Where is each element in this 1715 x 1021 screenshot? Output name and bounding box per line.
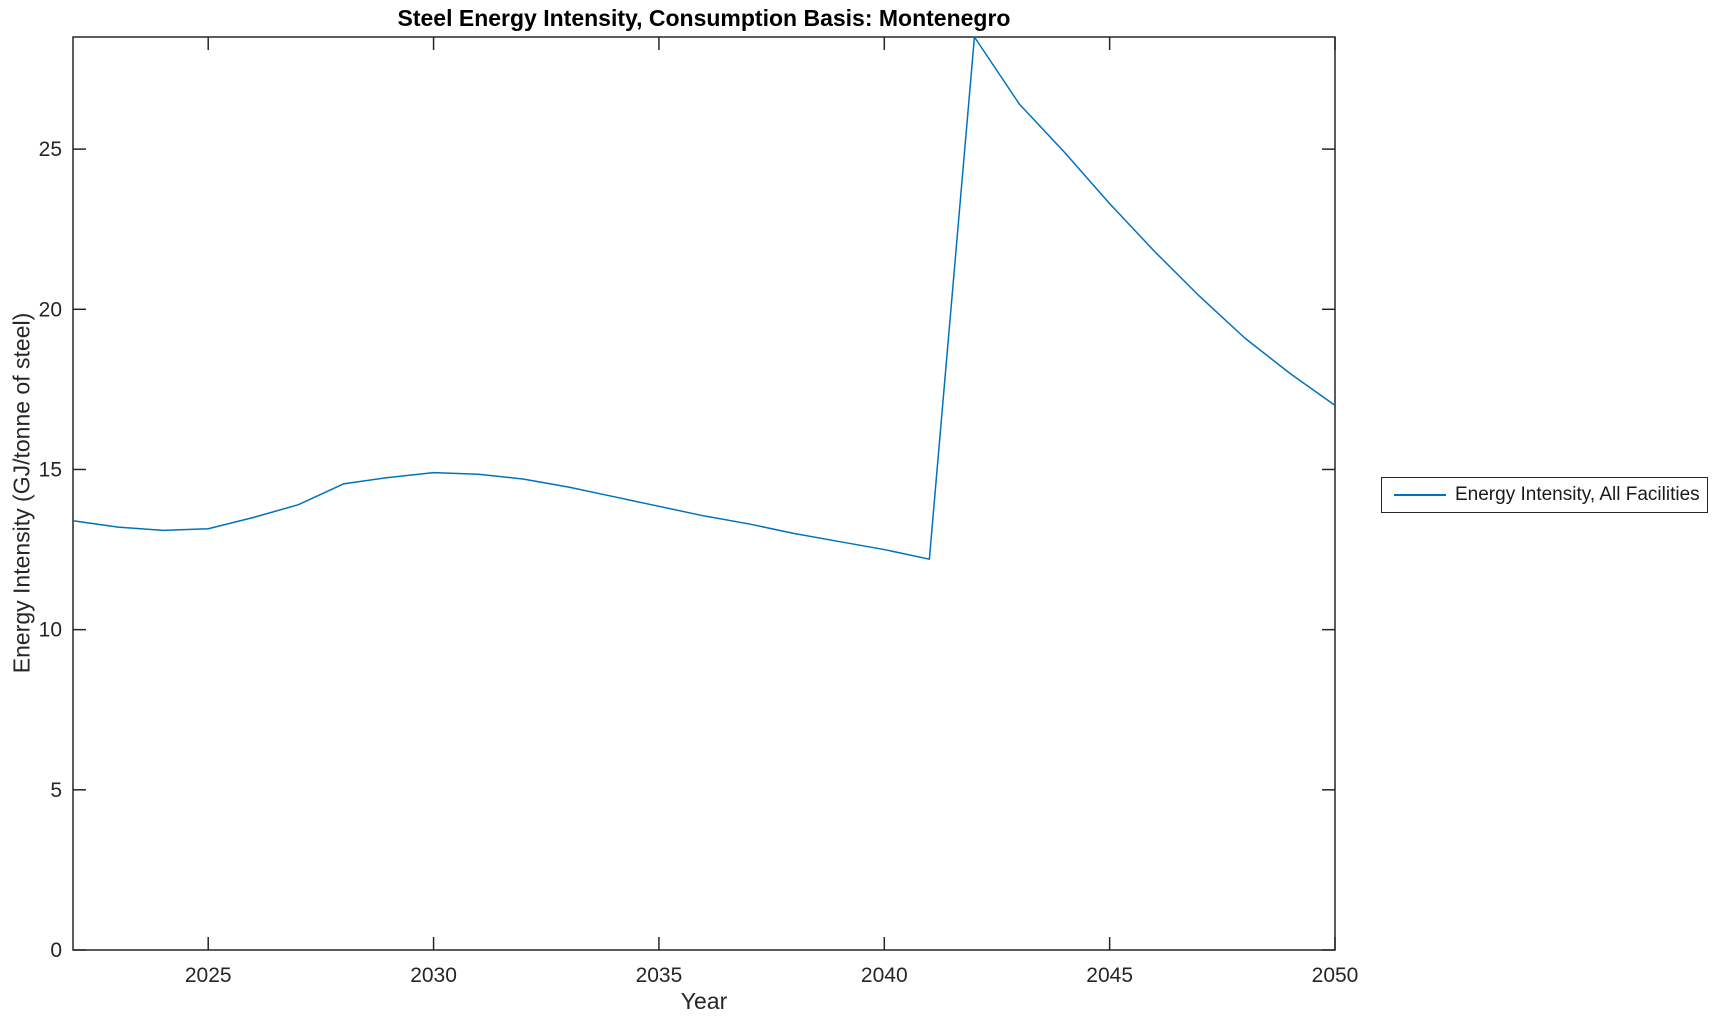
legend-line-swatch: [1394, 494, 1446, 496]
legend: Energy Intensity, All Facilities: [1381, 477, 1708, 513]
legend-entry-label: Energy Intensity, All Facilities: [1455, 484, 1700, 505]
y-tick-label: 0: [50, 939, 62, 962]
energy-intensity-line: [72, 36, 1336, 560]
x-tick-label: 2040: [861, 964, 908, 987]
x-tick-label: 2050: [1312, 964, 1359, 987]
y-tick-label: 25: [39, 138, 62, 161]
y-tick-label: 20: [39, 298, 62, 321]
axes-box: [72, 36, 1336, 951]
y-tick-label: 10: [39, 619, 62, 642]
y-tick-label: 5: [50, 779, 62, 802]
chart-title: Steel Energy Intensity, Consumption Basi…: [397, 5, 1011, 31]
y-tick-label: 15: [39, 458, 62, 481]
x-tick-label: 2030: [410, 964, 457, 987]
x-axis-label: Year: [680, 988, 728, 1014]
x-tick-label: 2035: [636, 964, 683, 987]
x-tick-label: 2045: [1086, 964, 1133, 987]
x-tick-label: 2025: [185, 964, 232, 987]
